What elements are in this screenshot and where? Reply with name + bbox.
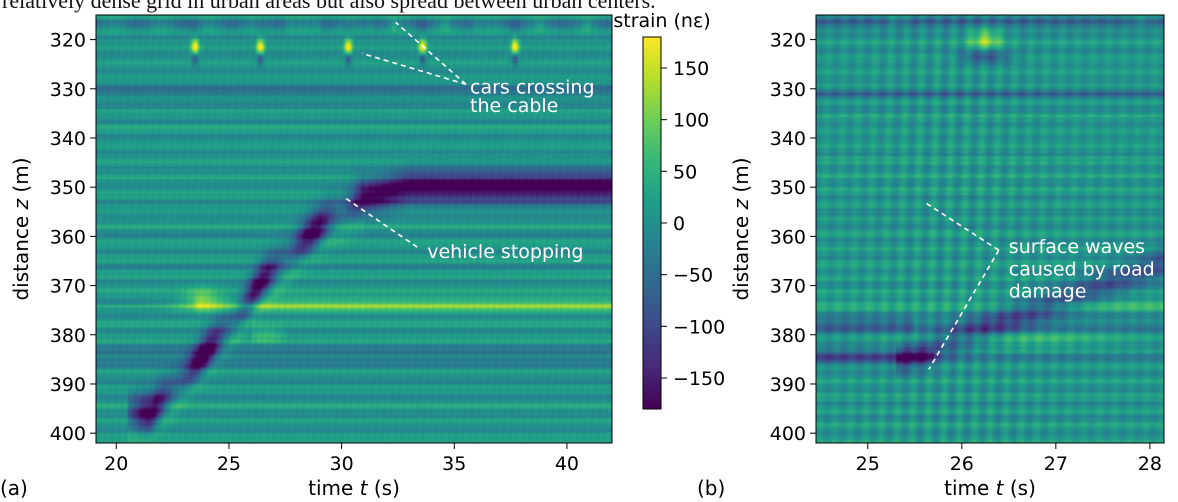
- x-tick-label: 30: [330, 453, 354, 475]
- plot-frame-b: [815, 14, 1165, 444]
- y-tick-label: 320: [770, 30, 806, 52]
- annotation-leader: [923, 201, 1000, 251]
- x-tick-label: 20: [104, 453, 128, 475]
- y-tick-label: 340: [770, 128, 806, 150]
- annotation-text: damage: [1009, 280, 1087, 302]
- y-tick-label: 380: [770, 325, 806, 347]
- x-tick-label: 35: [442, 453, 466, 475]
- colorbar-tick-label: −50: [673, 265, 713, 287]
- panel-a: 320 330 340 350 360 370 380 390 400 20 25 30 35 40 tim…: [0, 14, 613, 500]
- y-tick-label: 370: [770, 276, 806, 298]
- x-axis-label: time t (s): [944, 476, 1036, 500]
- x-axis-label: time t (s): [308, 476, 400, 500]
- colorbar-tick-label: −150: [673, 368, 725, 390]
- y-tick-label: 370: [50, 276, 86, 298]
- annotation-leader: [361, 52, 467, 86]
- panel-label: (b): [697, 476, 725, 500]
- panel-label: (a): [0, 476, 28, 500]
- x-tick-label: 40: [555, 453, 579, 475]
- x-tick-label: 25: [856, 453, 880, 475]
- colorbar-tick-label: 100: [673, 110, 709, 132]
- annotation-leader: [343, 196, 418, 248]
- y-axis-label: distance z (m): [729, 157, 753, 300]
- heatmap-image-a: [96, 15, 612, 443]
- plot-frame-a: [95, 14, 613, 444]
- heatmap-image-b: [816, 15, 1164, 443]
- annotation-text: surface waves: [1009, 236, 1145, 258]
- x-tick-label: 27: [1044, 453, 1068, 475]
- y-tick-label: 400: [50, 423, 86, 445]
- y-tick-label: 350: [770, 177, 806, 199]
- figure-caption-fragment: relatively dense grid in urban areas but…: [2, 0, 656, 13]
- y-tick-label: 380: [50, 325, 86, 347]
- colorbar-title: strain (nε): [613, 10, 710, 32]
- y-tick-label: 350: [50, 177, 86, 199]
- y-tick-label: 330: [50, 79, 86, 101]
- y-tick-label: 320: [50, 30, 86, 52]
- y-tick-label: 390: [770, 374, 806, 396]
- annotation-text: caused by road: [1009, 258, 1155, 280]
- y-tick-label: 400: [770, 423, 806, 445]
- annotation-text: vehicle stopping: [427, 241, 583, 263]
- x-tick-label: 25: [217, 453, 241, 475]
- y-tick-label: 360: [770, 226, 806, 248]
- colorbar-tick-label: 0: [673, 213, 685, 235]
- x-tick-label: 28: [1138, 453, 1162, 475]
- colorbar-tick-label: 50: [673, 161, 697, 183]
- y-tick-label: 340: [50, 128, 86, 150]
- y-tick-label: 390: [50, 374, 86, 396]
- y-tick-label: 330: [770, 79, 806, 101]
- annotation-text: the cable: [470, 95, 558, 117]
- colorbar: 150 100 50 0 −50 −100 −150 strain (nε): [613, 10, 725, 410]
- panel-b: 320 330 340 350 360 370 380 390 400 25 26 27 28 time …: [697, 14, 1165, 500]
- annotation-text: cars crossing: [470, 76, 594, 98]
- y-axis-label: distance z (m): [9, 157, 33, 300]
- y-tick-label: 360: [50, 226, 86, 248]
- x-tick-label: 26: [950, 453, 974, 475]
- annotation-leader: [395, 21, 467, 85]
- colorbar-tick-label: 150: [673, 58, 709, 80]
- colorbar-bar: [642, 36, 662, 410]
- colorbar-tick-label: −100: [673, 316, 725, 338]
